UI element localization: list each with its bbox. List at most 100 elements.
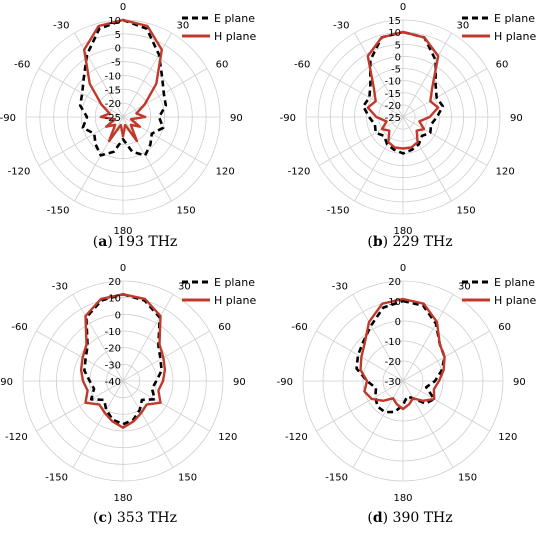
angle-label: -120 xyxy=(5,432,28,443)
radial-tick-label: 5 xyxy=(115,30,121,41)
e-plane-legend-label: E plane xyxy=(494,12,535,25)
angle-label: -90 xyxy=(280,113,296,124)
angle-label: 0 xyxy=(120,2,126,13)
radial-tick-label: -30 xyxy=(385,377,401,388)
angle-label: 90 xyxy=(510,113,523,124)
angle-label: 30 xyxy=(458,282,471,293)
e-plane-legend-label: E plane xyxy=(494,276,535,289)
grid-spoke xyxy=(402,116,452,202)
angle-label: 180 xyxy=(393,493,412,504)
angle-label: -60 xyxy=(294,60,310,71)
radial-tick-label: 10 xyxy=(388,297,401,308)
angle-label: 180 xyxy=(113,493,132,504)
radial-tick-label: -10 xyxy=(105,71,121,82)
radial-tick-label: -15 xyxy=(105,85,121,96)
radial-tick-label: -5 xyxy=(391,65,401,76)
e-plane-series-line xyxy=(78,18,168,157)
h-plane-legend-label: H plane xyxy=(214,294,257,307)
angle-label: 30 xyxy=(177,20,190,31)
radial-tick-label: 20 xyxy=(108,277,121,288)
angle-label: 120 xyxy=(496,167,515,178)
angle-label: 90 xyxy=(513,377,526,388)
angle-label: 30 xyxy=(457,20,470,31)
angle-label: 60 xyxy=(498,322,511,333)
polar-chart-b: 151050-5-10-15-20-250306090120150180-150… xyxy=(280,2,537,250)
grid-spoke xyxy=(72,380,124,468)
radial-tick-label: 15 xyxy=(388,16,401,27)
angle-label: -120 xyxy=(288,167,311,178)
grid-spoke xyxy=(122,330,210,382)
grid-spoke xyxy=(402,116,488,166)
grid-spoke xyxy=(36,380,124,432)
radial-tick-label: 0 xyxy=(395,52,401,63)
radial-tick-label: -25 xyxy=(385,113,401,124)
radial-tick-label: -20 xyxy=(385,101,401,112)
angle-label: -90 xyxy=(0,113,16,124)
angle-label: 150 xyxy=(457,206,476,217)
panel-caption: (b) 229 THz xyxy=(367,234,452,250)
grid-spoke xyxy=(352,380,404,468)
radial-tick-label: -30 xyxy=(105,360,121,371)
grid-spoke xyxy=(352,294,404,382)
grid-spoke xyxy=(402,68,488,118)
grid-spoke xyxy=(318,116,404,166)
radial-tick-label: 20 xyxy=(388,277,401,288)
polar-chart-c: 20 10 0 -10 -20 -30 -40 0 30 60 90 120 150 180 -150 -12… xyxy=(0,263,257,526)
grid-spoke xyxy=(316,380,404,432)
radial-tick-label: 10 xyxy=(108,294,121,305)
grid-spoke xyxy=(122,380,210,432)
angle-label: 120 xyxy=(216,167,235,178)
grid-spoke xyxy=(122,32,172,118)
grid-spoke xyxy=(402,380,454,468)
e-plane-legend-label: E plane xyxy=(214,276,255,289)
grid-spoke xyxy=(402,380,490,432)
radial-tick-label: -40 xyxy=(105,377,121,388)
radial-tick-label: -10 xyxy=(105,327,121,338)
h-plane-series-line xyxy=(366,30,440,150)
angle-label: -90 xyxy=(277,377,293,388)
panel-caption: (c) 353 THz xyxy=(93,510,177,526)
angle-label: 60 xyxy=(218,322,231,333)
angle-label: -120 xyxy=(285,432,308,443)
angle-label: 90 xyxy=(233,377,246,388)
angle-label: 150 xyxy=(458,472,477,483)
radial-tick-label: -5 xyxy=(111,58,121,69)
grid-spoke xyxy=(354,32,404,118)
e-plane-legend-label: E plane xyxy=(214,12,255,25)
grid-spoke xyxy=(74,32,124,118)
radial-tick-label: 5 xyxy=(395,40,401,51)
radial-tick-label: -20 xyxy=(105,99,121,110)
grid-spoke xyxy=(122,116,172,202)
radial-tick-label: 0 xyxy=(115,310,121,321)
grid-spoke xyxy=(38,68,124,118)
angle-label: -150 xyxy=(47,206,70,217)
angle-label: -60 xyxy=(11,322,27,333)
grid-spoke xyxy=(36,330,124,382)
h-plane-series-line xyxy=(359,297,446,411)
h-plane-series-line xyxy=(83,18,163,143)
e-plane-series-line xyxy=(361,30,445,155)
angle-label: 30 xyxy=(178,282,191,293)
panel-caption: (a) 193 THz xyxy=(93,234,178,250)
angle-label: -30 xyxy=(333,20,349,31)
angle-label: -150 xyxy=(325,472,348,483)
angle-label: 0 xyxy=(400,263,406,274)
angle-label: 180 xyxy=(113,226,132,237)
grid-spoke xyxy=(402,32,452,118)
angle-label: 120 xyxy=(218,432,237,443)
h-plane-series-line xyxy=(79,293,167,429)
angle-label: -120 xyxy=(8,167,31,178)
angle-label: 150 xyxy=(177,206,196,217)
grid-spoke xyxy=(354,116,404,202)
e-plane-series-line xyxy=(83,293,163,426)
angle-label: -30 xyxy=(53,20,69,31)
angle-label: -30 xyxy=(332,282,348,293)
angle-label: 60 xyxy=(496,60,509,71)
angle-label: 90 xyxy=(230,113,243,124)
angle-label: 150 xyxy=(178,472,197,483)
h-plane-legend-label: H plane xyxy=(494,294,537,307)
grid-spoke xyxy=(122,294,174,382)
angle-label: 60 xyxy=(216,60,229,71)
angle-label: -30 xyxy=(52,282,68,293)
angle-label: 120 xyxy=(498,432,517,443)
